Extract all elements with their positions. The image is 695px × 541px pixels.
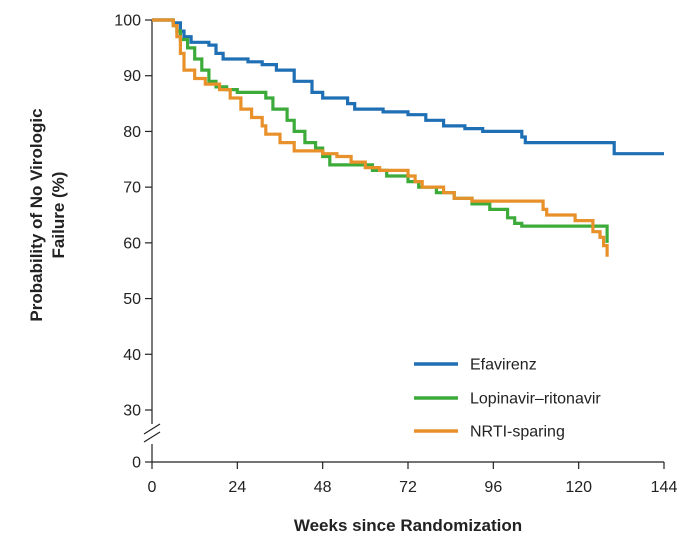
x-tick-label: 96 (484, 479, 502, 496)
y-tick-label: 30 (123, 403, 141, 420)
y-tick-label: 0 (132, 455, 141, 472)
y-tick-label: 40 (123, 347, 141, 364)
series-line-0 (152, 18, 664, 156)
chart-legend: Efavirenz Lopinavir–ritonavir NRTI-sparing (414, 357, 601, 441)
y-tick-label: 80 (123, 124, 141, 141)
y-tick-label: 60 (123, 235, 141, 252)
chart-axes: 0 30 40 50 60 70 80 90 100 0 24 48 72 96 120 144 (114, 13, 677, 497)
series-line-1 (152, 18, 609, 243)
y-tick-label: 50 (123, 291, 141, 308)
legend-label-1: Lopinavir–ritonavir (470, 391, 601, 408)
chart-series-layer (152, 18, 664, 257)
x-tick-label: 72 (399, 479, 417, 496)
y-axis-break-mark-2 (143, 431, 161, 443)
x-axis-title: Weeks since Randomization (294, 516, 522, 535)
x-tick-label: 24 (228, 479, 246, 496)
y-axis-title-line-2: Failure (%) (49, 172, 68, 259)
y-tick-label: 90 (123, 68, 141, 85)
x-tick-label: 0 (148, 479, 157, 496)
y-tick-label: 100 (114, 13, 141, 30)
x-tick-label: 120 (565, 479, 592, 496)
x-tick-label: 48 (314, 479, 332, 496)
legend-label-0: Efavirenz (470, 357, 537, 374)
series-line-2 (152, 18, 609, 257)
x-tick-label: 144 (651, 479, 678, 496)
y-axis-break-mark-1 (143, 423, 161, 435)
y-axis-title-line-1: Probability of No Virologic (27, 108, 46, 321)
legend-label-2: NRTI-sparing (470, 424, 565, 441)
y-tick-label: 70 (123, 180, 141, 197)
